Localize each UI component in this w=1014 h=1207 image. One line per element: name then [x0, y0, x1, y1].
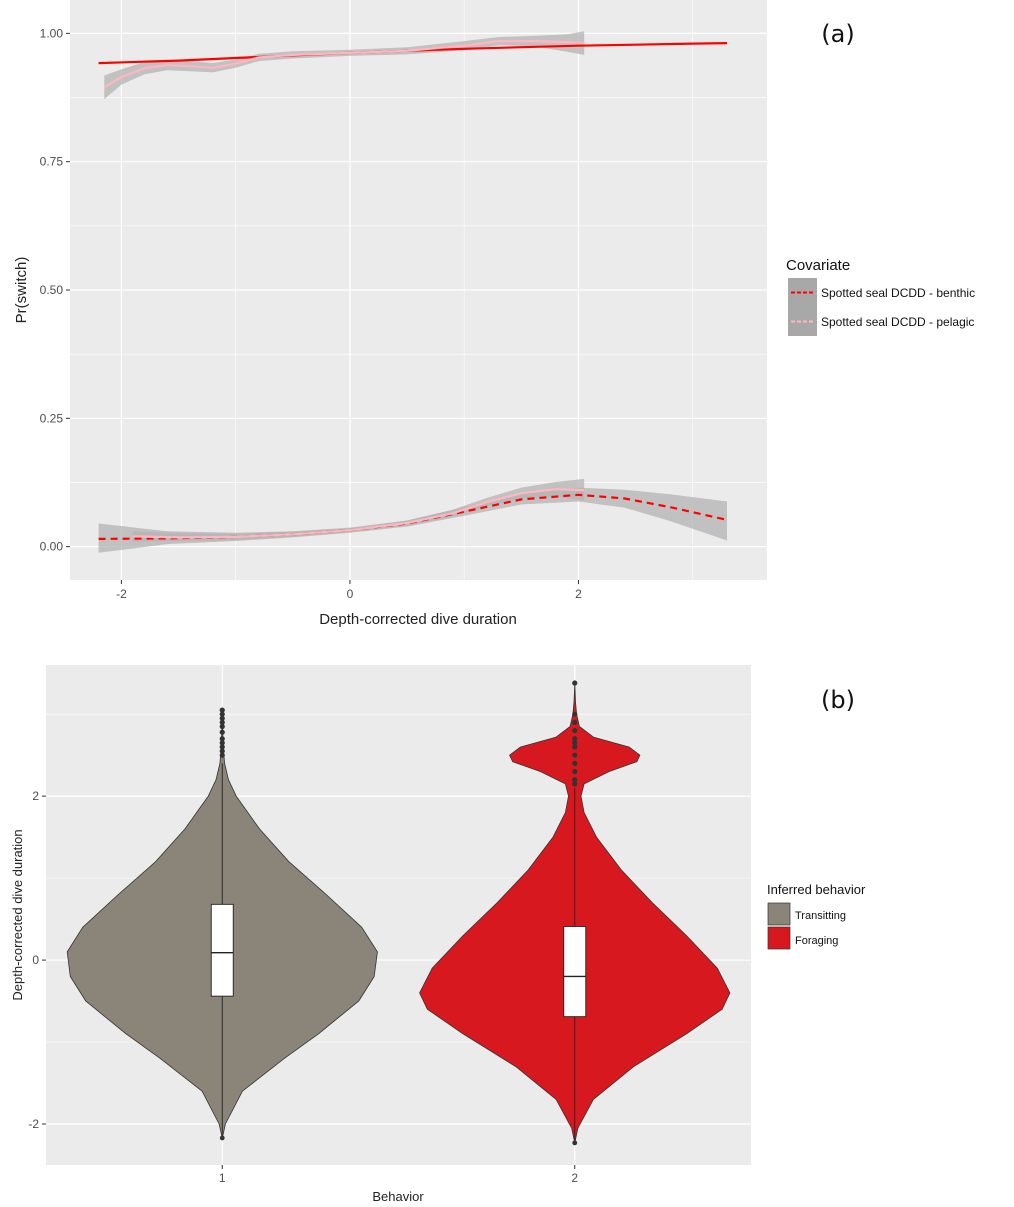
- outlier-point: [219, 729, 225, 735]
- panel-a-legend: Covariate Spotted seal DCDD - benthic Sp…: [786, 257, 975, 336]
- box-iqr: [210, 903, 234, 997]
- panel-b-y-axis-title: Depth-corrected dive duration: [10, 829, 25, 1000]
- outlier-point: [572, 760, 578, 766]
- outlier-point: [219, 1135, 225, 1141]
- outlier-point: [219, 715, 225, 721]
- legend-label-benthic: Spotted seal DCDD - benthic: [821, 286, 975, 300]
- y-tick-label: 0.50: [40, 283, 64, 297]
- panel-a-x-axis-title: Depth-corrected dive duration: [319, 611, 517, 628]
- outlier-point: [219, 736, 225, 742]
- panel-a: -2 0 2 0.00 0.25 0.50 0.75 1.00 Depth-correcte…: [13, 0, 975, 628]
- y-tick-label: 0: [32, 953, 39, 967]
- legend-key-pelagic: [788, 307, 817, 336]
- outlier-point: [572, 727, 578, 734]
- panel-b-x-axis-title: Behavior: [372, 1189, 424, 1204]
- panel-b-legend: Inferred behavior Transitting Foraging: [767, 882, 866, 950]
- x-tick-label: 2: [571, 1171, 578, 1185]
- series-line-pelagic: [132, 488, 585, 539]
- y-tick-label: 0.25: [40, 411, 64, 425]
- outlier-point: [219, 740, 225, 746]
- outlier-point: [572, 680, 578, 686]
- panel-a-x-ticks: -2 0 2: [116, 580, 582, 601]
- outlier-point: [572, 752, 578, 758]
- outlier-point: [219, 744, 225, 750]
- outlier-point: [572, 1140, 578, 1146]
- y-tick-label: 0.75: [40, 155, 64, 169]
- outlier-point: [572, 744, 578, 750]
- panel-a-y-axis-title: Pr(switch): [13, 257, 30, 324]
- legend-label-foraging: Foraging: [795, 935, 838, 947]
- y-tick-label: -2: [28, 1117, 39, 1131]
- x-tick-label: 1: [219, 1171, 226, 1185]
- panel-a-y-ticks: 0.00 0.25 0.50 0.75 1.00: [40, 26, 70, 554]
- panel-a-legend-title: Covariate: [786, 257, 850, 274]
- legend-key-benthic: [788, 278, 817, 307]
- outlier-point: [572, 777, 578, 783]
- outlier-point: [219, 752, 225, 758]
- box-iqr: [563, 926, 587, 1018]
- outlier-point: [219, 707, 225, 713]
- series-line-benthic: [98, 42, 728, 65]
- legend-label-pelagic: Spotted seal DCDD - pelagic: [821, 315, 974, 329]
- y-tick-label: 2: [32, 789, 39, 803]
- series-line-pelagic: [103, 40, 585, 89]
- outlier-point: [572, 781, 578, 787]
- y-tick-label: 1.00: [40, 26, 64, 40]
- outlier-point: [219, 748, 225, 754]
- outlier-point: [572, 740, 578, 746]
- panel-b-y-ticks: -2 0 2: [28, 789, 46, 1131]
- outlier-point: [572, 711, 578, 717]
- violin-foraging: [419, 680, 731, 1146]
- panel-a-series-lines: [98, 40, 728, 540]
- y-tick-label: 0.00: [40, 540, 64, 554]
- x-tick-label: 0: [347, 587, 354, 601]
- outlier-point: [572, 736, 578, 742]
- panel-b-label: (b): [821, 686, 855, 714]
- legend-key-foraging: [767, 926, 791, 950]
- panel-a-gridlines: [70, 0, 767, 580]
- legend-label-transitting: Transitting: [795, 910, 846, 922]
- x-tick-label: 2: [575, 587, 582, 601]
- x-tick-label: -2: [116, 587, 127, 601]
- outlier-point: [572, 768, 578, 775]
- outlier-point: [572, 719, 578, 725]
- panel-b-legend-title: Inferred behavior: [767, 882, 866, 897]
- violin-transitting: [66, 707, 378, 1141]
- outlier-point: [219, 719, 225, 725]
- panel-b-violins: [66, 680, 731, 1146]
- panel-a-label: (a): [821, 20, 854, 48]
- outlier-point: [219, 723, 225, 730]
- legend-key-transitting: [767, 902, 791, 926]
- outlier-point: [219, 711, 225, 717]
